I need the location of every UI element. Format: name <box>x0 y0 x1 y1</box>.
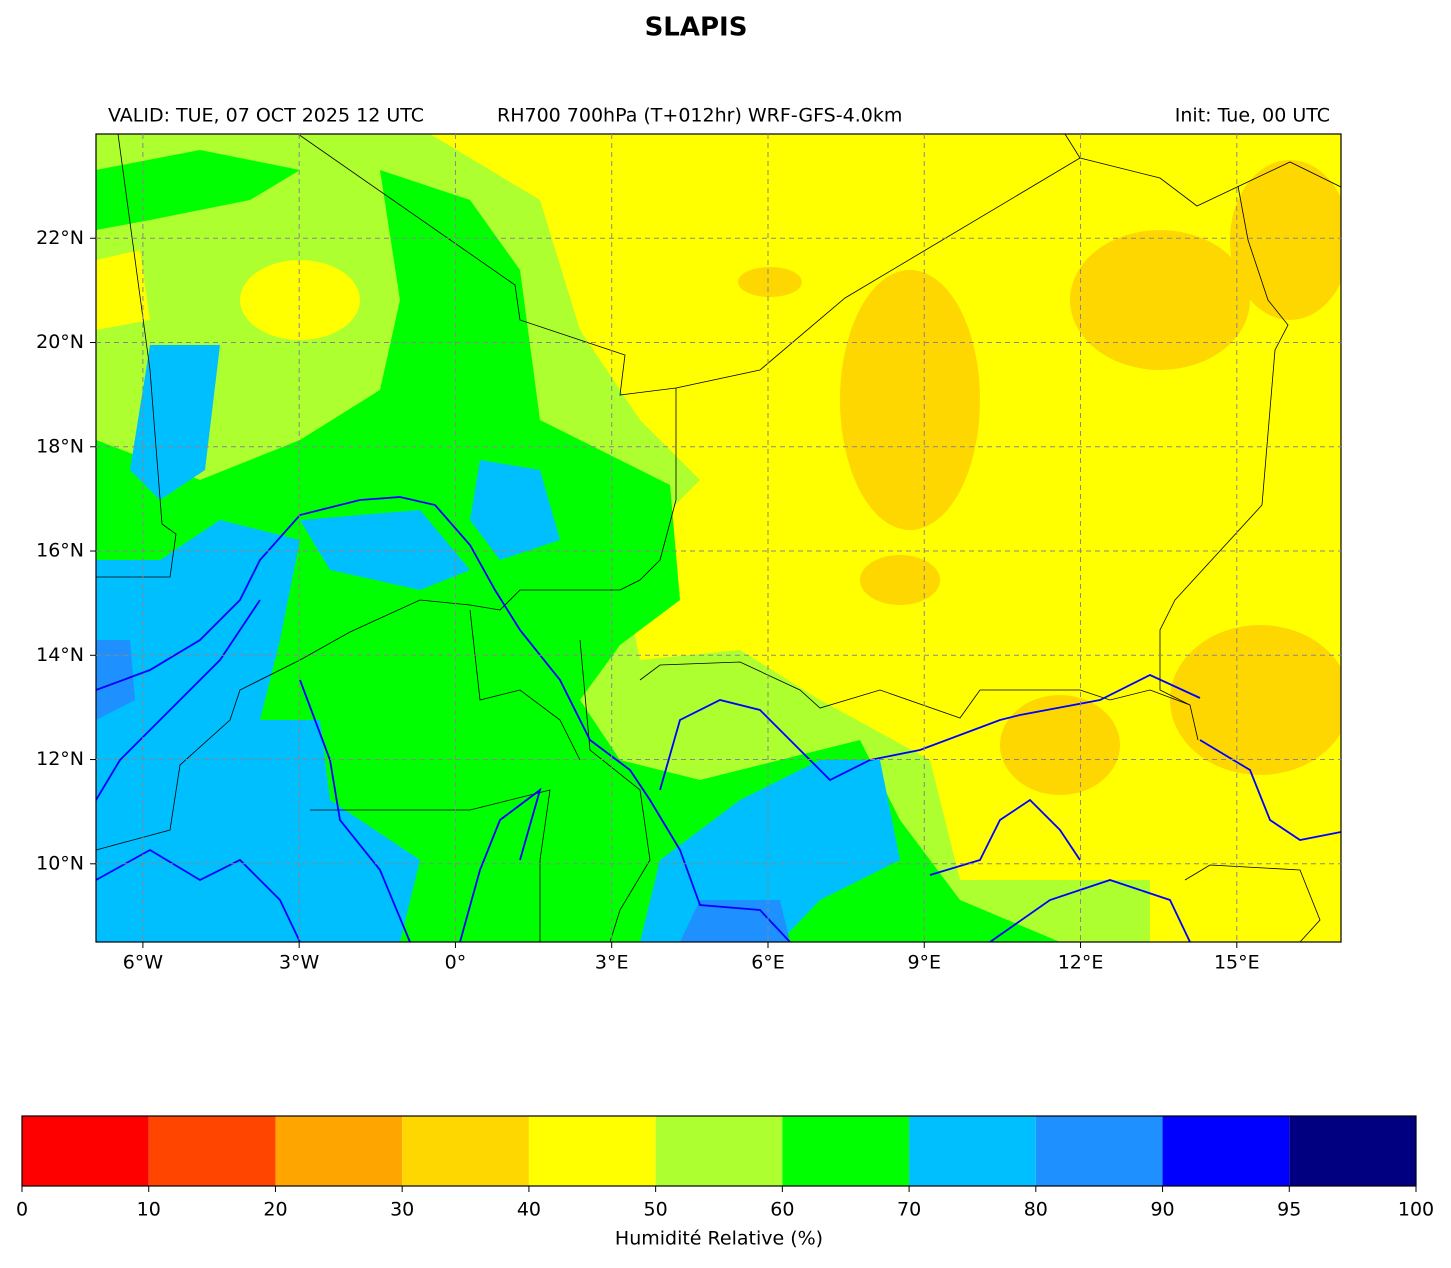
colorbar-tick-label: 50 <box>644 1199 668 1221</box>
colorbar-tick-label: 20 <box>263 1199 287 1221</box>
y-tick-label: 18°N <box>36 435 84 457</box>
colorbar-tick-label: 40 <box>517 1199 541 1221</box>
colorbar-label: Humidité Relative (%) <box>615 1228 823 1250</box>
x-tick-label: 9°E <box>907 952 941 974</box>
y-tick-label: 22°N <box>36 227 84 249</box>
x-tick-label: 12°E <box>1058 952 1104 974</box>
x-tick-label: 15°E <box>1214 952 1260 974</box>
x-tick-label: 3°W <box>279 952 320 974</box>
colorbar-segment <box>528 1116 656 1186</box>
colorbar-tick-label: 10 <box>137 1199 161 1221</box>
title: SLAPIS <box>645 13 748 43</box>
colorbar-tick-label: 30 <box>390 1199 414 1221</box>
colorbar-tick-label: 80 <box>1024 1199 1048 1221</box>
x-tick-label: 6°W <box>123 952 164 974</box>
colorbar-tick-label: 70 <box>897 1199 921 1221</box>
borders <box>96 134 1341 942</box>
colorbar-tick-label: 0 <box>16 1199 28 1221</box>
colorbar-tick-label: 100 <box>1398 1199 1434 1221</box>
init-time: Init: Tue, 00 UTC <box>1175 105 1330 127</box>
y-tick-label: 10°N <box>36 852 84 874</box>
x-tick-label: 0° <box>445 952 467 974</box>
map-frame <box>95 133 1342 943</box>
y-tick-label: 20°N <box>36 331 84 353</box>
colorbar-tick-label: 60 <box>770 1199 794 1221</box>
humidity-field <box>96 134 1341 942</box>
colorbar-tick-label: 95 <box>1277 1199 1301 1221</box>
colorbar-segment <box>1035 1116 1163 1186</box>
colorbar-segment <box>148 1116 276 1186</box>
colorbar-segment <box>782 1116 910 1186</box>
colorbar-frame <box>21 1115 1417 1187</box>
y-tick-label: 14°N <box>36 644 84 666</box>
colorbar-segment <box>655 1116 783 1186</box>
colorbar-segment <box>402 1116 529 1186</box>
colorbar-segment <box>22 1116 149 1186</box>
colorbar-segment <box>909 1116 1036 1186</box>
colorbar-segment <box>1162 1116 1290 1186</box>
y-tick-label: 16°N <box>36 540 84 562</box>
x-tick-label: 3°E <box>595 952 629 974</box>
colorbar-segment <box>275 1116 403 1186</box>
valid-time: VALID: TUE, 07 OCT 2025 12 UTC <box>108 105 424 127</box>
rivers <box>96 496 1341 942</box>
colorbar-tick-label: 90 <box>1150 1199 1174 1221</box>
x-tick-label: 6°E <box>751 952 785 974</box>
y-tick-label: 12°N <box>36 748 84 770</box>
product: RH700 700hPa (T+012hr) WRF-GFS-4.0km <box>497 105 902 127</box>
map-lines <box>96 134 1341 942</box>
colorbar-segment <box>1289 1116 1416 1186</box>
